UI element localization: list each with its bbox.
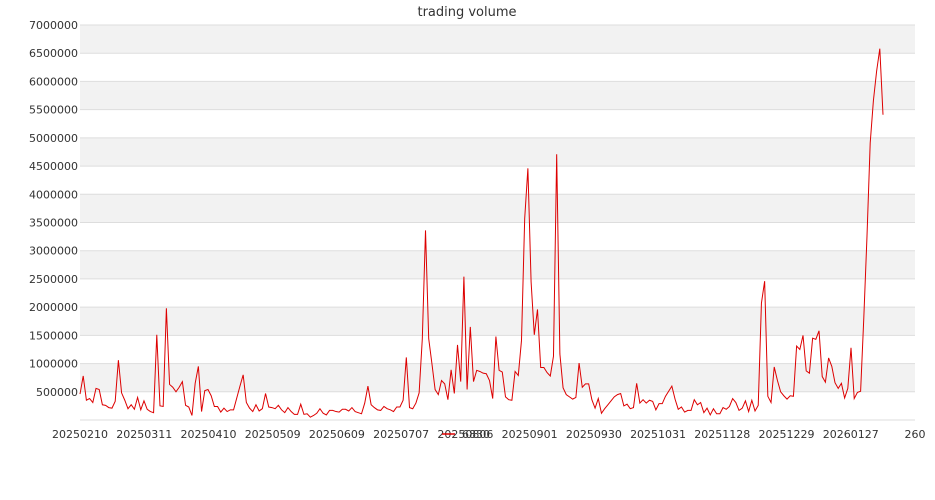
x-axis-ticks: 20250210 20250311 20250410 20250509 20250609…	[52, 428, 926, 441]
background-band	[80, 391, 915, 420]
y-tick-label: 3000000	[29, 245, 78, 258]
x-tick-label: 20251031	[630, 428, 686, 441]
plot-background-bands	[80, 25, 915, 420]
x-tick-label: 20250509	[245, 428, 301, 441]
x-tick-label: 20250806	[437, 428, 493, 441]
series-line-6830	[79, 48, 884, 418]
y-tick-label: 1500000	[29, 329, 78, 342]
y-tick-label: 5500000	[29, 104, 78, 117]
x-tick-label: 20251128	[694, 428, 750, 441]
x-tick-label: 20250901	[502, 428, 558, 441]
chart-title: trading volume	[417, 5, 516, 20]
x-tick-label: 20250210	[52, 428, 108, 441]
y-tick-label: 7000000	[29, 19, 78, 32]
y-tick-label: 5000000	[29, 132, 78, 145]
background-band	[80, 25, 915, 54]
legend-label: 6830	[462, 428, 490, 441]
legend: 6830	[442, 428, 490, 441]
background-band	[80, 194, 915, 223]
x-tick-label: 20250311	[116, 428, 172, 441]
background-band	[80, 81, 915, 110]
x-tick-label: 20250930	[566, 428, 622, 441]
y-tick-label: 2000000	[29, 301, 78, 314]
x-tick-label: 20250410	[180, 428, 236, 441]
y-tick-label: 1000000	[29, 358, 78, 371]
background-band	[80, 166, 915, 195]
background-band	[80, 250, 915, 279]
background-band	[80, 278, 915, 308]
y-tick-label: 6500000	[29, 47, 78, 60]
y-tick-label: 6000000	[29, 75, 78, 88]
y-tick-label: 2500000	[29, 273, 78, 286]
x-tick-label: 20250609	[309, 428, 365, 441]
x-tick-label: 260	[905, 428, 926, 441]
background-band	[80, 222, 915, 251]
y-tick-label: 3500000	[29, 217, 78, 230]
background-band	[80, 109, 915, 138]
background-band	[80, 137, 915, 167]
y-tick-label: 4000000	[29, 188, 78, 201]
x-tick-label: 20250707	[373, 428, 429, 441]
series-group	[79, 48, 884, 418]
x-tick-label: 20251229	[759, 428, 815, 441]
y-axis-ticks: 500000 1000000 1500000 2000000 2500000 300000…	[29, 19, 78, 399]
background-band	[80, 363, 915, 392]
background-band	[80, 307, 915, 336]
y-tick-label: 500000	[36, 386, 78, 399]
x-tick-label: 20260127	[823, 428, 879, 441]
y-tick-label: 4500000	[29, 160, 78, 173]
background-band	[80, 53, 915, 82]
gridlines	[80, 24, 915, 421]
